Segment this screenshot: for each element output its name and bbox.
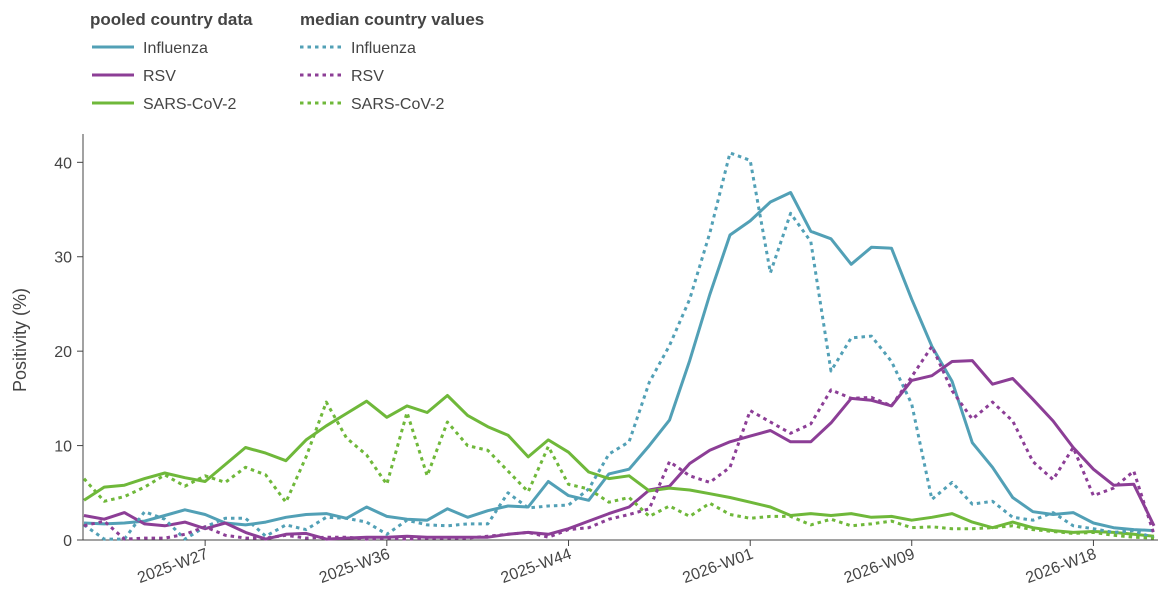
legend-title-median: median country values [300, 10, 484, 29]
x-tick-label: 2026-W09 [842, 546, 917, 587]
legend-label-influenza-median: Influenza [351, 40, 416, 57]
y-axis-ticks: 0 10 20 30 40 [54, 155, 83, 550]
x-tick-label: 2025-W27 [135, 546, 210, 587]
series-line-rsv-median [83, 344, 1156, 541]
x-axis-ticks: 2025-W27 2025-W36 2025-W44 2026-W01 2026-W09… [135, 540, 1099, 587]
y-tick-label: 30 [54, 250, 72, 267]
legend-title-pooled: pooled country data [90, 10, 253, 29]
series-lines [82, 151, 1156, 541]
legend-label-influenza-pooled: Influenza [143, 40, 208, 57]
x-tick-label: 2026-W01 [680, 546, 755, 587]
series-line-influenza-median [83, 151, 1155, 541]
y-tick-label: 20 [54, 344, 72, 361]
series-line-influenza-pooled [83, 191, 1155, 533]
y-axis-title: Positivity (%) [10, 288, 30, 392]
series-line-sars-cov-2-pooled [83, 394, 1155, 538]
legend-label-rsv-pooled: RSV [143, 68, 176, 85]
legend: pooled country data median country value… [90, 10, 484, 113]
y-tick-label: 10 [54, 439, 72, 456]
x-tick-label: 2026-W18 [1024, 546, 1099, 587]
x-tick-label: 2025-W44 [499, 546, 574, 587]
legend-label-sars-pooled: SARS-CoV-2 [143, 96, 236, 113]
legend-label-rsv-median: RSV [351, 68, 384, 85]
legend-label-sars-median: SARS-CoV-2 [351, 96, 444, 113]
y-tick-label: 0 [63, 533, 72, 550]
x-tick-label: 2025-W36 [317, 546, 392, 587]
y-tick-label: 40 [54, 155, 72, 172]
